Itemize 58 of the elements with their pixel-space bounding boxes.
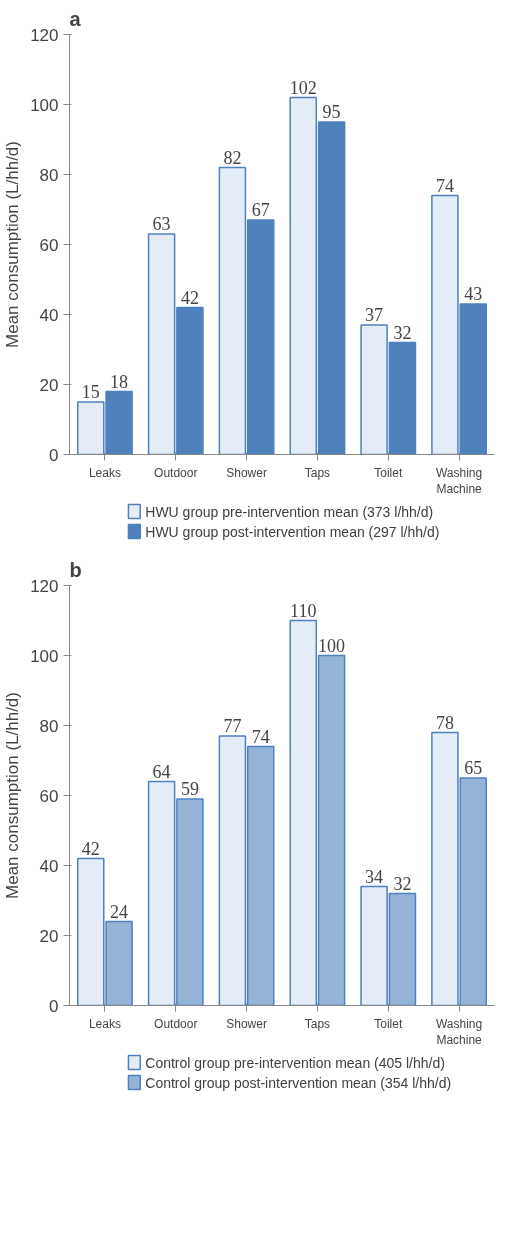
data-label: 63	[152, 214, 171, 234]
legend-label: Control group post-intervention mean (354 l/hh/d)	[145, 1074, 452, 1091]
x-tick-label: Leaks	[88, 465, 121, 480]
data-label: 42	[180, 287, 199, 308]
data-label: 32	[393, 873, 412, 894]
y-tick-label: 120	[30, 576, 59, 596]
x-tick-label: Washing Machine	[435, 1016, 483, 1048]
x-tick-label: Taps	[304, 465, 331, 480]
data-label: 32	[393, 322, 412, 343]
data-label: 67	[251, 200, 270, 220]
data-label: 102	[289, 77, 317, 98]
y-axis-title: Mean consumption (L/hh/d)	[3, 141, 23, 348]
y-tick-label: 20	[39, 375, 59, 395]
data-label: 74	[251, 726, 270, 747]
legend-label: HWU group post-intervention mean (297 l/hh/d)	[145, 523, 440, 540]
data-label: 110	[290, 600, 317, 621]
data-label: 43	[464, 284, 483, 304]
data-label: 34	[365, 866, 384, 887]
x-tick-label: Taps	[304, 1016, 331, 1031]
chart-title: b	[69, 558, 82, 581]
data-label: 77	[223, 716, 242, 736]
x-tick-label: Shower	[226, 1016, 267, 1031]
data-label: 65	[464, 758, 483, 778]
data-label: 42	[81, 838, 100, 859]
y-tick-label: 80	[39, 165, 59, 185]
chart-title: a	[69, 7, 82, 30]
y-tick-label: 120	[30, 25, 59, 45]
y-axis-title: Mean consumption (L/hh/d)	[3, 692, 23, 899]
data-label: 78	[435, 712, 454, 733]
y-tick-label: 40	[39, 856, 59, 876]
x-tick-label: Outdoor	[154, 465, 198, 480]
x-tick-label: Washing Machine	[435, 465, 483, 497]
x-tick-label: Toilet	[374, 465, 403, 480]
data-label: 100	[318, 635, 346, 656]
y-tick-label: 100	[30, 95, 59, 115]
y-tick-label: 60	[39, 786, 59, 806]
y-tick-label: 20	[39, 926, 59, 946]
data-label: 24	[110, 901, 129, 922]
data-label: 74	[435, 175, 454, 196]
x-tick-label: Shower	[226, 465, 267, 480]
legend-label: Control group pre-intervention mean (405 l/hh/d)	[145, 1054, 445, 1071]
x-tick-label: Outdoor	[154, 1016, 198, 1031]
data-label: 59	[180, 779, 199, 799]
data-label: 82	[223, 147, 242, 168]
y-tick-label: 0	[49, 445, 59, 465]
x-tick-label: Toilet	[374, 1016, 403, 1031]
data-label: 15	[81, 382, 100, 402]
y-tick-label: 0	[49, 996, 59, 1016]
y-tick-label: 100	[30, 646, 59, 666]
legend-label: HWU group pre-intervention mean (373 l/hh/d)	[145, 503, 434, 520]
y-tick-label: 60	[39, 235, 59, 255]
data-label: 64	[152, 761, 171, 782]
data-label: 18	[110, 371, 129, 392]
x-tick-label: Leaks	[88, 1016, 121, 1031]
data-label: 37	[365, 305, 384, 325]
y-tick-label: 80	[39, 716, 59, 736]
y-tick-label: 40	[39, 305, 59, 325]
data-label: 95	[322, 102, 341, 122]
